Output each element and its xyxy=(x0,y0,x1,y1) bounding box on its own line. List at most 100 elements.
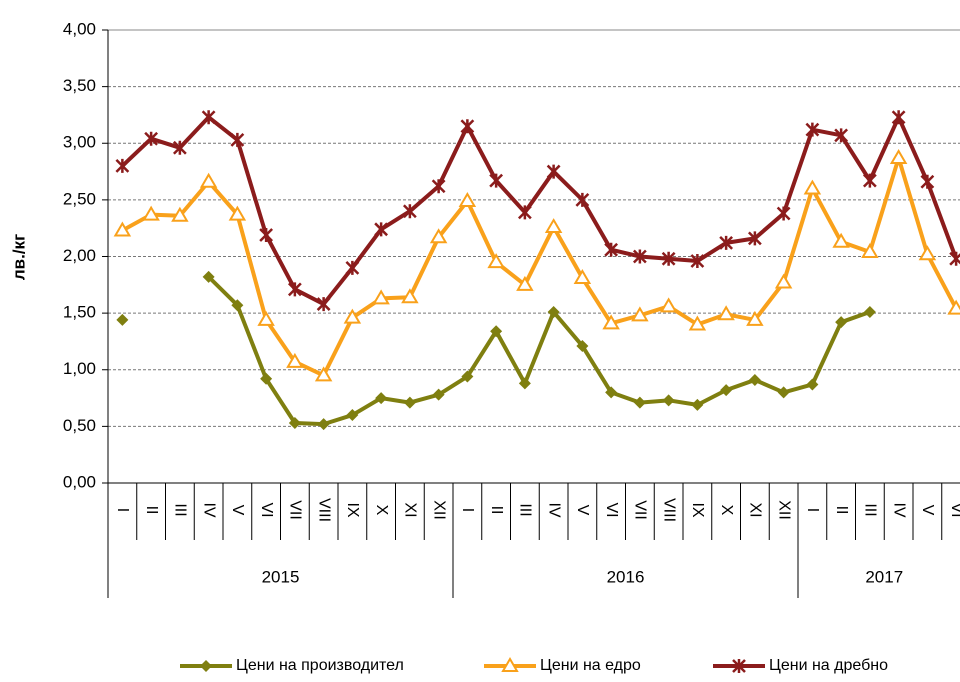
marker xyxy=(375,392,388,405)
marker xyxy=(429,228,448,244)
marker xyxy=(631,306,649,322)
marker xyxy=(202,270,215,283)
marker xyxy=(746,310,764,326)
x-tick-label: II xyxy=(143,506,160,515)
marker xyxy=(431,179,446,194)
marker xyxy=(806,378,819,391)
y-tick-label: 1,50 xyxy=(63,303,96,322)
marker xyxy=(401,288,419,304)
x-tick-label: VII xyxy=(287,500,304,520)
marker xyxy=(257,310,275,326)
x-tick-label: V xyxy=(229,505,246,516)
marker xyxy=(776,206,791,221)
marker xyxy=(489,173,504,188)
marker xyxy=(287,282,302,297)
marker xyxy=(200,660,212,672)
x-tick-label: XII xyxy=(775,500,792,520)
marker xyxy=(115,158,130,173)
marker xyxy=(516,275,534,291)
marker xyxy=(918,245,937,261)
y-tick-label: 3,00 xyxy=(63,133,96,152)
marker xyxy=(805,122,820,137)
marker xyxy=(605,386,618,399)
x-tick-label: VI xyxy=(948,502,960,517)
y-tick-label: 1,00 xyxy=(63,359,96,378)
marker xyxy=(774,273,793,289)
legend-label: Цени на дребно xyxy=(769,657,888,674)
x-tick-label: VII xyxy=(632,500,649,520)
marker xyxy=(113,221,132,237)
marker xyxy=(116,313,129,326)
y-tick-label: 2,00 xyxy=(63,246,96,265)
marker xyxy=(402,204,417,219)
x-tick-label: X xyxy=(718,505,735,516)
marker xyxy=(777,386,790,399)
marker xyxy=(947,299,960,315)
marker xyxy=(201,110,216,125)
marker xyxy=(835,316,848,329)
x-tick-label: XI xyxy=(402,502,419,517)
marker xyxy=(317,418,330,431)
x-tick-label: I xyxy=(459,508,476,512)
marker xyxy=(230,132,245,147)
x-tick-label: I xyxy=(804,508,821,512)
marker xyxy=(403,396,416,409)
marker xyxy=(862,173,877,188)
marker xyxy=(688,315,707,331)
legend-label: Цени на едро xyxy=(540,657,641,674)
marker xyxy=(889,148,908,164)
x-tick-label: V xyxy=(574,505,591,516)
x-tick-label: IX xyxy=(689,502,706,517)
x-tick-label: VIII xyxy=(660,498,677,522)
marker xyxy=(720,384,733,397)
marker xyxy=(171,206,189,222)
marker xyxy=(316,297,331,312)
x-tick-label: XI xyxy=(747,502,764,517)
x-tick-label: III xyxy=(172,503,189,516)
marker xyxy=(260,372,273,385)
marker xyxy=(490,325,503,338)
marker xyxy=(343,308,362,324)
marker xyxy=(460,119,475,134)
series-line xyxy=(121,115,958,307)
y-axis-label: лв./кг xyxy=(9,234,28,280)
marker xyxy=(661,251,676,266)
marker xyxy=(346,409,359,422)
y-tick-label: 4,00 xyxy=(63,19,96,38)
marker xyxy=(803,179,822,195)
marker xyxy=(314,366,333,382)
x-tick-label: VI xyxy=(603,502,620,517)
marker xyxy=(732,659,746,673)
marker xyxy=(573,269,592,285)
x-tick-label: III xyxy=(862,503,879,516)
marker xyxy=(288,416,301,429)
marker xyxy=(487,253,505,269)
marker xyxy=(691,398,704,411)
year-label: 2017 xyxy=(865,567,903,586)
marker xyxy=(863,305,876,318)
marker xyxy=(501,657,519,672)
marker xyxy=(576,339,589,352)
y-tick-label: 0,50 xyxy=(63,416,96,435)
marker xyxy=(719,235,734,250)
marker xyxy=(461,370,474,383)
x-tick-label: VI xyxy=(258,502,275,517)
marker xyxy=(602,314,620,330)
x-tick-label: III xyxy=(517,503,534,516)
marker xyxy=(458,192,477,208)
y-tick-label: 2,50 xyxy=(63,189,96,208)
marker xyxy=(172,140,187,155)
y-tick-label: 0,00 xyxy=(63,472,96,491)
year-label: 2015 xyxy=(262,567,300,586)
marker xyxy=(517,205,532,220)
x-tick-label: IV xyxy=(545,502,562,517)
marker xyxy=(659,297,678,313)
marker xyxy=(717,305,735,321)
marker xyxy=(604,242,619,257)
marker xyxy=(231,299,244,312)
marker xyxy=(374,222,389,237)
marker xyxy=(748,373,761,386)
year-label: 2016 xyxy=(607,567,645,586)
marker xyxy=(690,254,705,269)
